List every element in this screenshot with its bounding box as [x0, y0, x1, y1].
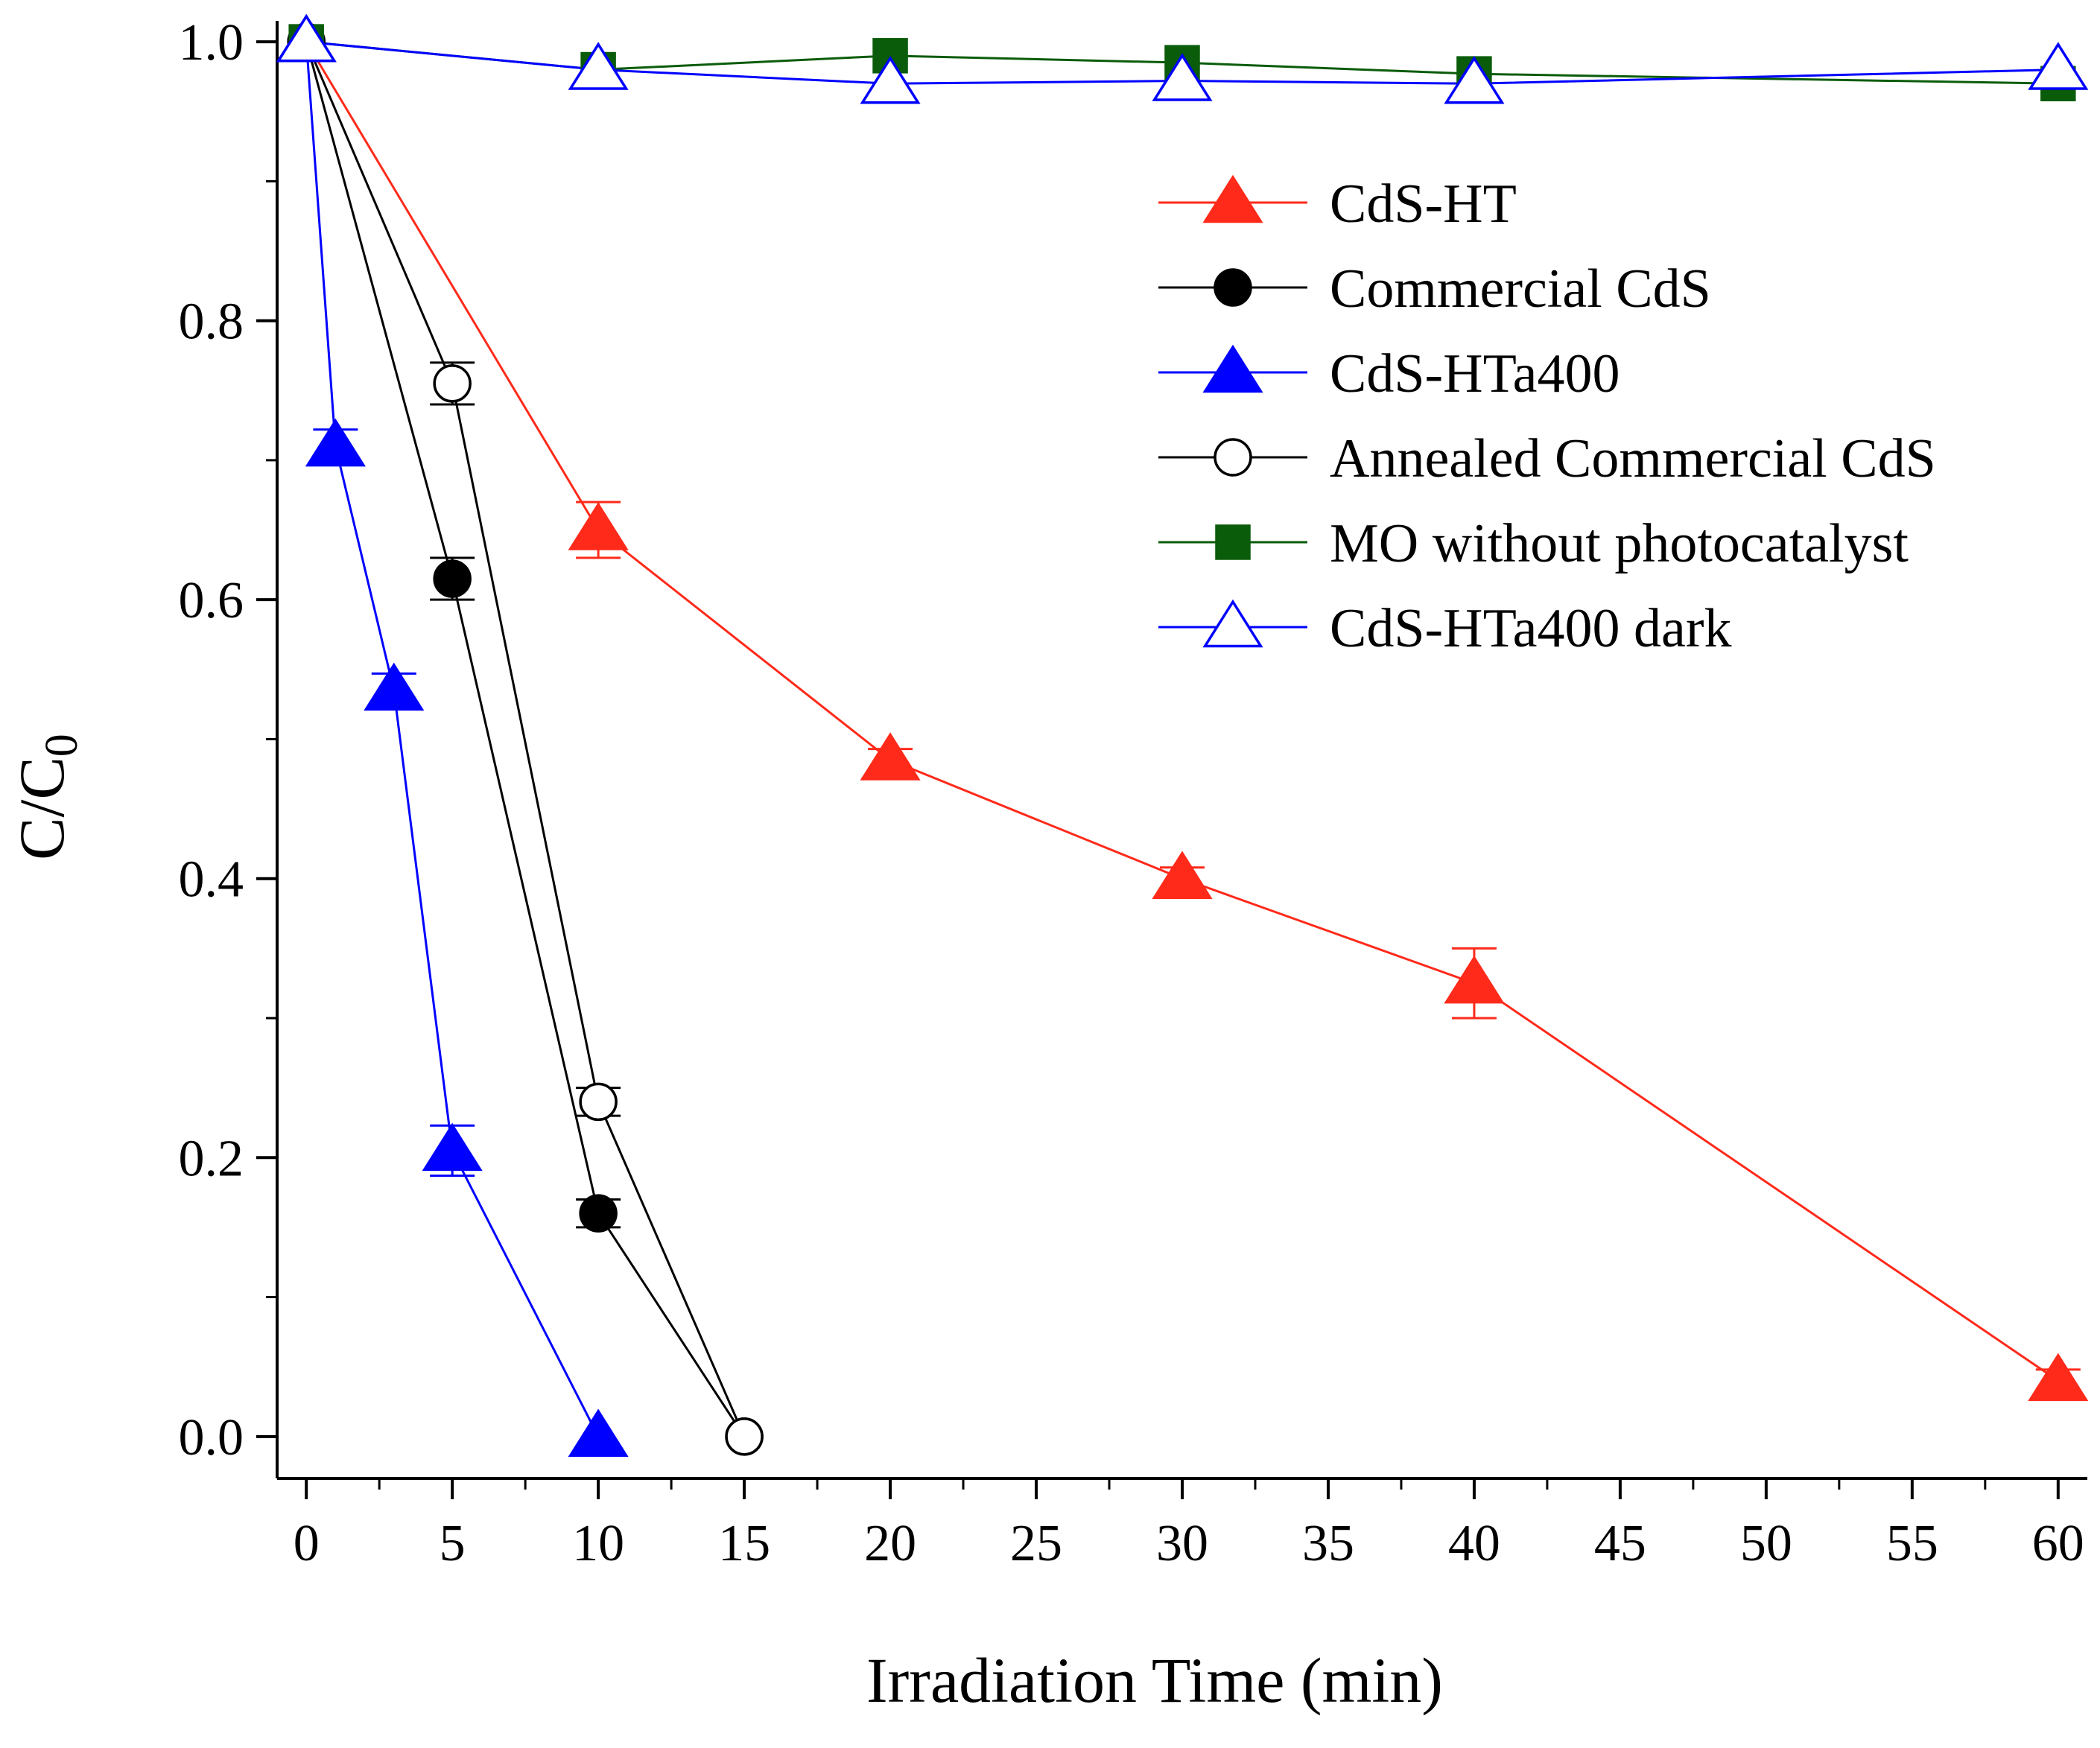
series-line-annealed-commercial-cds	[305, 41, 746, 1437]
series-line-cds-hta400-dark	[306, 40, 2058, 85]
legend-marker-commercial-cds	[1214, 268, 1252, 307]
legend-label-cds-hta400: CdS-HTa400	[1330, 343, 1620, 404]
data-point-annealed-commercial-cds	[433, 364, 472, 403]
x-tick-label: 40	[1448, 1515, 1500, 1572]
legend-label-commercial-cds: Commercial CdS	[1330, 258, 1711, 320]
x-tick-label: 35	[1302, 1515, 1354, 1572]
series-line-cds-ht	[305, 41, 2059, 1382]
x-tick-label: 15	[718, 1515, 770, 1572]
data-point-annealed-commercial-cds	[579, 1082, 618, 1122]
legend: CdS-HT Commercial CdS CdS-HTa400 Annealed C…	[1158, 174, 1936, 659]
x-tick-label: 5	[440, 1515, 466, 1572]
data-point-annealed-commercial-cds	[725, 1417, 764, 1456]
legend-marker-mo-without-photocatalyst	[1215, 524, 1251, 560]
y-tick-label: 0.2	[179, 1130, 244, 1187]
axes: 0 5 10 15 20 25 30 35 40 45 50 55 60 0.0 0.2 0.4 0.6 0.8 1…	[179, 14, 2087, 1572]
data-point-cds-hta400	[305, 418, 366, 467]
data-point-cds-hta400-dark	[1152, 53, 1213, 101]
x-tick-label: 0	[294, 1515, 320, 1572]
x-axis-title: Irradiation Time (min)	[866, 1644, 1443, 1716]
data-point-cds-hta400-dark	[2028, 42, 2089, 90]
x-tick-label: 60	[2032, 1515, 2084, 1572]
legend-marker-cds-hta400	[1202, 344, 1263, 393]
y-tick-label: 0.6	[179, 572, 244, 629]
y-tick-label: 1.0	[179, 14, 244, 71]
data-point-cds-hta400	[422, 1122, 483, 1172]
data-point-cds-hta400-dark	[568, 42, 629, 90]
legend-marker-cds-ht	[1202, 174, 1263, 223]
data-point-commercial-cds	[433, 559, 472, 598]
legend-label-cds-ht: CdS-HT	[1330, 174, 1517, 235]
data-point-cds-ht	[2028, 1353, 2089, 1402]
data-point-cds-hta400-dark	[276, 13, 337, 63]
legend-marker-annealed-commercial-cds	[1214, 438, 1252, 477]
series-line-commercial-cds	[305, 41, 746, 1437]
y-tick-label: 0.0	[179, 1409, 244, 1466]
x-tick-label: 55	[1886, 1515, 1938, 1572]
x-tick-label: 20	[864, 1515, 916, 1572]
data-point-cds-hta400-dark	[860, 55, 921, 104]
legend-label-annealed-commercial-cds: Annealed Commercial CdS	[1330, 428, 1936, 489]
series-lines	[305, 40, 2059, 1437]
y-tick-label: 0.8	[179, 293, 244, 351]
y-axis-title-subscript: 0	[37, 734, 87, 757]
y-axis-title: C/C0	[6, 734, 87, 860]
legend-marker-cds-hta400-dark	[1202, 599, 1263, 648]
data-point-cds-ht	[860, 732, 921, 781]
x-tick-label: 10	[572, 1515, 624, 1572]
x-tick-label: 25	[1010, 1515, 1062, 1572]
data-point-cds-hta400-dark	[1444, 55, 1505, 104]
data-point-cds-hta400	[364, 662, 425, 711]
y-axis-title-main: C/C	[6, 757, 77, 860]
y-tick-label: 0.4	[179, 851, 244, 909]
data-point-cds-ht	[1444, 955, 1505, 1004]
x-tick-label: 45	[1594, 1515, 1646, 1572]
x-tick-label: 50	[1740, 1515, 1792, 1572]
x-tick-label: 30	[1156, 1515, 1208, 1572]
data-point-cds-ht	[568, 502, 629, 550]
data-point-cds-hta400	[568, 1408, 629, 1458]
data-point-commercial-cds	[579, 1194, 618, 1233]
legend-label-mo-without-photocatalyst: MO without photocatalyst	[1330, 513, 1909, 574]
series-markers	[276, 13, 2089, 1458]
data-point-cds-ht	[1152, 851, 1213, 899]
series-line-cds-hta400	[305, 41, 600, 1437]
legend-label-cds-hta400-dark: CdS-HTa400 dark	[1330, 598, 1731, 659]
